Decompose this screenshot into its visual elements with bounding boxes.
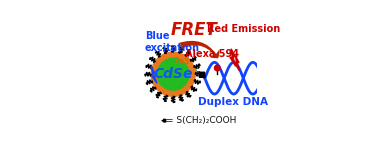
Circle shape — [214, 65, 220, 71]
Circle shape — [151, 52, 195, 96]
FancyArrowPatch shape — [178, 41, 220, 58]
Text: ZnS: ZnS — [174, 57, 190, 66]
Text: FRET: FRET — [171, 21, 218, 39]
Text: Duplex DNA: Duplex DNA — [198, 97, 268, 107]
Circle shape — [157, 58, 189, 90]
Polygon shape — [230, 49, 236, 66]
Text: CdSe: CdSe — [154, 67, 193, 81]
Text: S: S — [195, 68, 200, 77]
Polygon shape — [151, 66, 157, 83]
Text: = S(CH₂)₂COOH: = S(CH₂)₂COOH — [166, 116, 237, 125]
Text: Blue
excitation: Blue excitation — [145, 31, 200, 53]
Text: Alexa 594: Alexa 594 — [185, 49, 239, 59]
Polygon shape — [234, 56, 240, 71]
Text: Red Emission: Red Emission — [207, 24, 280, 34]
